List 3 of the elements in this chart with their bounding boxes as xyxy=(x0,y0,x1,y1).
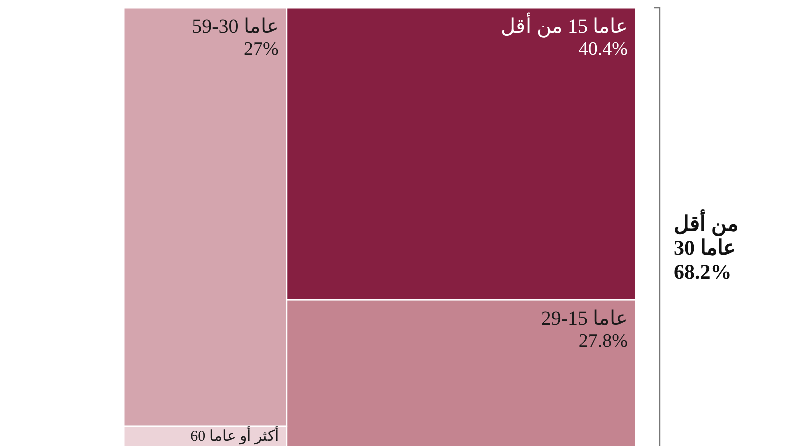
data-label: 40.4% xyxy=(578,39,628,61)
data-label: 27% xyxy=(242,39,279,61)
data-label: 27.8% xyxy=(578,331,628,353)
